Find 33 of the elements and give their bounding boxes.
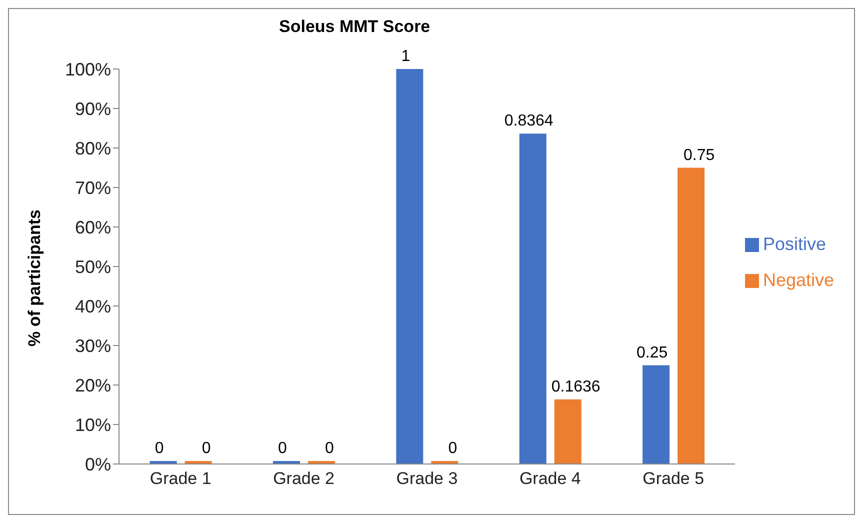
chart-title: Soleus MMT Score — [279, 17, 430, 37]
data-label: 0 — [202, 440, 211, 457]
y-tick-label: 90% — [74, 98, 111, 119]
y-tick-label: 10% — [74, 414, 111, 435]
y-tick-label: 0% — [84, 454, 111, 474]
bar — [678, 168, 705, 464]
legend-label: Negative — [762, 270, 834, 290]
y-axis-title: % of participants — [25, 210, 44, 346]
data-label: 0.1636 — [551, 378, 600, 396]
y-tick-label: 20% — [74, 375, 111, 396]
y-tick-label: 40% — [74, 296, 111, 316]
x-tick-label: Grade 4 — [519, 469, 581, 488]
legend-label: Positive — [762, 234, 826, 254]
y-tick-label: 80% — [74, 138, 111, 158]
x-tick-label: Grade 3 — [396, 469, 458, 488]
x-tick-label: Grade 1 — [150, 469, 212, 488]
x-tick-label: Grade 5 — [642, 469, 704, 488]
data-label: 0 — [154, 440, 164, 457]
data-label: 0 — [278, 440, 288, 457]
bar — [396, 69, 424, 464]
y-tick-label: 50% — [74, 256, 111, 277]
y-tick-label: 60% — [74, 217, 111, 238]
y-tick-label: 100% — [64, 59, 111, 80]
y-tick-label: 30% — [74, 336, 111, 356]
data-label: 1 — [401, 48, 410, 65]
bar — [519, 134, 546, 464]
data-label: 0 — [325, 440, 334, 457]
data-label: 0.25 — [636, 344, 668, 362]
data-label: 0 — [448, 440, 458, 457]
y-tick-label: 70% — [74, 178, 111, 198]
data-label: 0.75 — [683, 146, 715, 164]
x-tick-label: Grade 2 — [273, 469, 335, 488]
data-label: 0.8364 — [504, 112, 554, 130]
